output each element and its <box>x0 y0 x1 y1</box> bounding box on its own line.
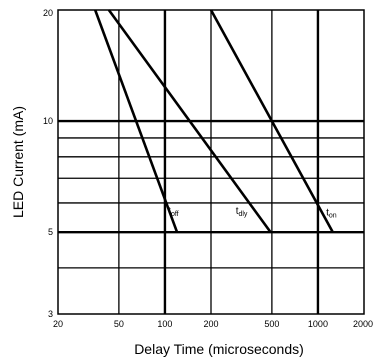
series-line-dly <box>107 9 272 233</box>
x-axis-label: Delay Time (microseconds) <box>134 341 304 357</box>
x-tick-label: 1000 <box>308 319 328 329</box>
series-line-off <box>93 9 179 233</box>
x-tick-label: 2000 <box>353 319 373 329</box>
y-axis-label: LED Current (mA) <box>10 106 26 218</box>
x-tick-labels: 20 50 100 200 500 1000 2000 <box>53 319 373 329</box>
x-tick-label: 20 <box>53 319 63 329</box>
y-tick-label: 10 <box>43 116 53 126</box>
y-tick-label: 5 <box>48 227 53 237</box>
series-label-on: ton <box>326 207 337 219</box>
y-tick-labels: 3 5 10 20 <box>43 8 53 319</box>
y-tick-label: 3 <box>48 309 53 319</box>
x-tick-label: 100 <box>157 319 172 329</box>
series-line-on <box>209 9 334 233</box>
y-tick-label: 20 <box>43 8 53 18</box>
series-labels: toff tdly ton <box>168 206 337 219</box>
x-tick-label: 500 <box>264 319 279 329</box>
series-label-off: toff <box>168 206 178 218</box>
plot-frame <box>57 9 365 315</box>
series-label-dly: tdly <box>236 206 248 218</box>
grid-lines <box>58 10 364 314</box>
series-lines <box>93 9 334 233</box>
x-tick-label: 200 <box>203 319 218 329</box>
x-tick-label: 50 <box>114 319 124 329</box>
